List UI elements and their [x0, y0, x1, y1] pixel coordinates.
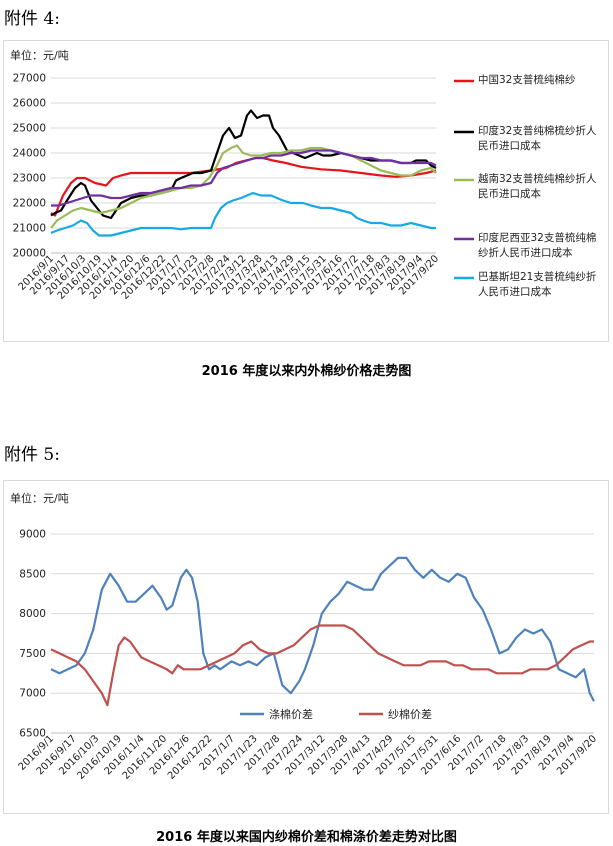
attachment-5-label: 附件 5:: [4, 445, 60, 465]
chart-2-panel: 单位：元/吨 6500 7000 7500 8000 8500 9000 2016/9/1 2…: [3, 480, 609, 814]
y-tick-label: 21000: [13, 223, 46, 235]
legend-label: 巴基斯坦21支普梳纯纱折人民币进口成本: [478, 271, 597, 298]
legend-label: 涤棉价差: [269, 707, 313, 721]
legend-label: 印度32支普纯棉梳纱折人民币进口成本: [478, 125, 597, 152]
y-tick-label: 20000: [13, 248, 46, 260]
series-line-5: [50, 191, 436, 237]
y-tick-label: 23000: [13, 173, 46, 185]
y-tick-label: 25000: [13, 123, 46, 135]
series-line-4: [51, 149, 437, 207]
chart-2-plot: 6500700075008000850090002016/9/12016/9/1…: [17, 529, 600, 782]
y-tick-label: 9000: [19, 529, 46, 541]
legend-label: 印度尼西亚32支普梳纯棉纱折人民币进口成本: [478, 232, 597, 259]
legend-label: 纱棉价差: [388, 707, 432, 721]
y-tick-label: 26000: [13, 98, 46, 110]
legend-label: 越南32支普梳纯棉纱折人民币进口成本: [478, 173, 597, 200]
chart-1-title: 2016 年度以来内外棉纱价格走势图: [201, 364, 412, 379]
y-tick-label: 7500: [19, 648, 46, 660]
y-tick-label: 24000: [13, 148, 46, 160]
y-tick-label: 8500: [19, 568, 46, 580]
series-line-1: [50, 156, 437, 217]
series-line-2: [50, 109, 437, 220]
chart-1-panel: 单位：元/吨 20000 21000 22000 23000 24000 25000 260…: [3, 40, 609, 342]
chart-1-plot: 20000 21000 22000 23000 24000 25000 26000 27000…: [13, 73, 597, 302]
legend-label: 中国32支普梳纯棉纱: [478, 74, 576, 86]
attachment-4-label: 附件 4:: [4, 9, 60, 29]
series-line-2: [50, 624, 594, 707]
chart-2-title: 2016 年度以来国内纱棉价差和棉涤价差走势对比图: [156, 830, 457, 845]
chart-2-unit-label: 单位：元/吨: [10, 492, 69, 505]
y-tick-label: 7000: [19, 688, 46, 700]
y-tick-label: 27000: [13, 73, 46, 85]
series-line-3: [50, 144, 437, 229]
chart-1-unit-label: 单位：元/吨: [10, 49, 69, 62]
y-tick-label: 22000: [13, 198, 46, 210]
y-tick-label: 6500: [19, 728, 46, 740]
series-line-1: [50, 556, 595, 702]
y-tick-label: 8000: [19, 608, 46, 620]
